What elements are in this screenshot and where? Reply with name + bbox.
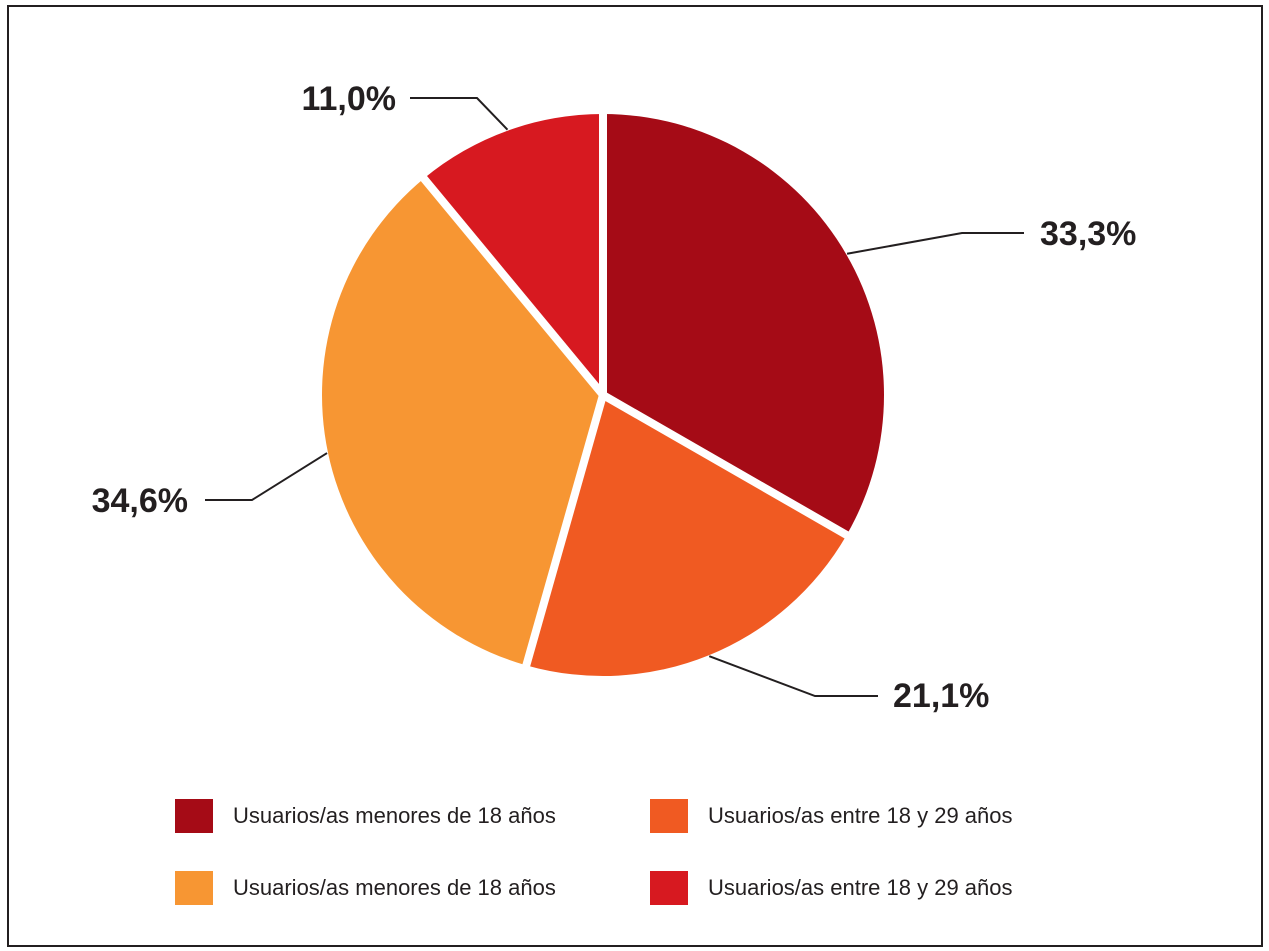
slice-value-label: 33,3% (1040, 215, 1136, 253)
leader-line (708, 655, 878, 697)
pie-slice (603, 114, 884, 535)
slice-separator (521, 393, 607, 671)
slice-labels: 33,3% 21,1% 34,6% 11,0% (92, 80, 1137, 715)
slice-value-label: 34,6% (92, 482, 188, 520)
legend-swatch (650, 799, 688, 833)
legend-item: Usuarios/as entre 18 y 29 años (650, 796, 1013, 836)
slice-value-label: 21,1% (893, 677, 989, 715)
legend-label: Usuarios/as entre 18 y 29 años (708, 875, 1013, 900)
slice-value-label: 11,0% (301, 80, 396, 118)
pie-slice (423, 114, 603, 395)
leader-line (846, 232, 1024, 255)
legend-label: Usuarios/as menores de 18 años (233, 803, 556, 828)
legend-item: Usuarios/as entre 18 y 29 años (650, 868, 1013, 908)
legend-item: Usuarios/as menores de 18 años (175, 868, 556, 908)
pie-slice (526, 395, 847, 676)
slice-separator (418, 172, 607, 398)
leader-line (410, 97, 509, 131)
legend-label: Usuarios/as entre 18 y 29 años (708, 803, 1013, 828)
pie-slices (321, 110, 884, 676)
legend-label: Usuarios/as menores de 18 años (233, 875, 556, 900)
legend-swatch (650, 871, 688, 905)
legend-item: Usuarios/as menores de 18 años (175, 796, 556, 836)
leader-line (205, 452, 328, 501)
leader-lines (205, 97, 1024, 697)
legend-swatch (175, 871, 213, 905)
legend-swatch (175, 799, 213, 833)
slice-separator (601, 391, 853, 541)
pie-slice (321, 178, 603, 666)
